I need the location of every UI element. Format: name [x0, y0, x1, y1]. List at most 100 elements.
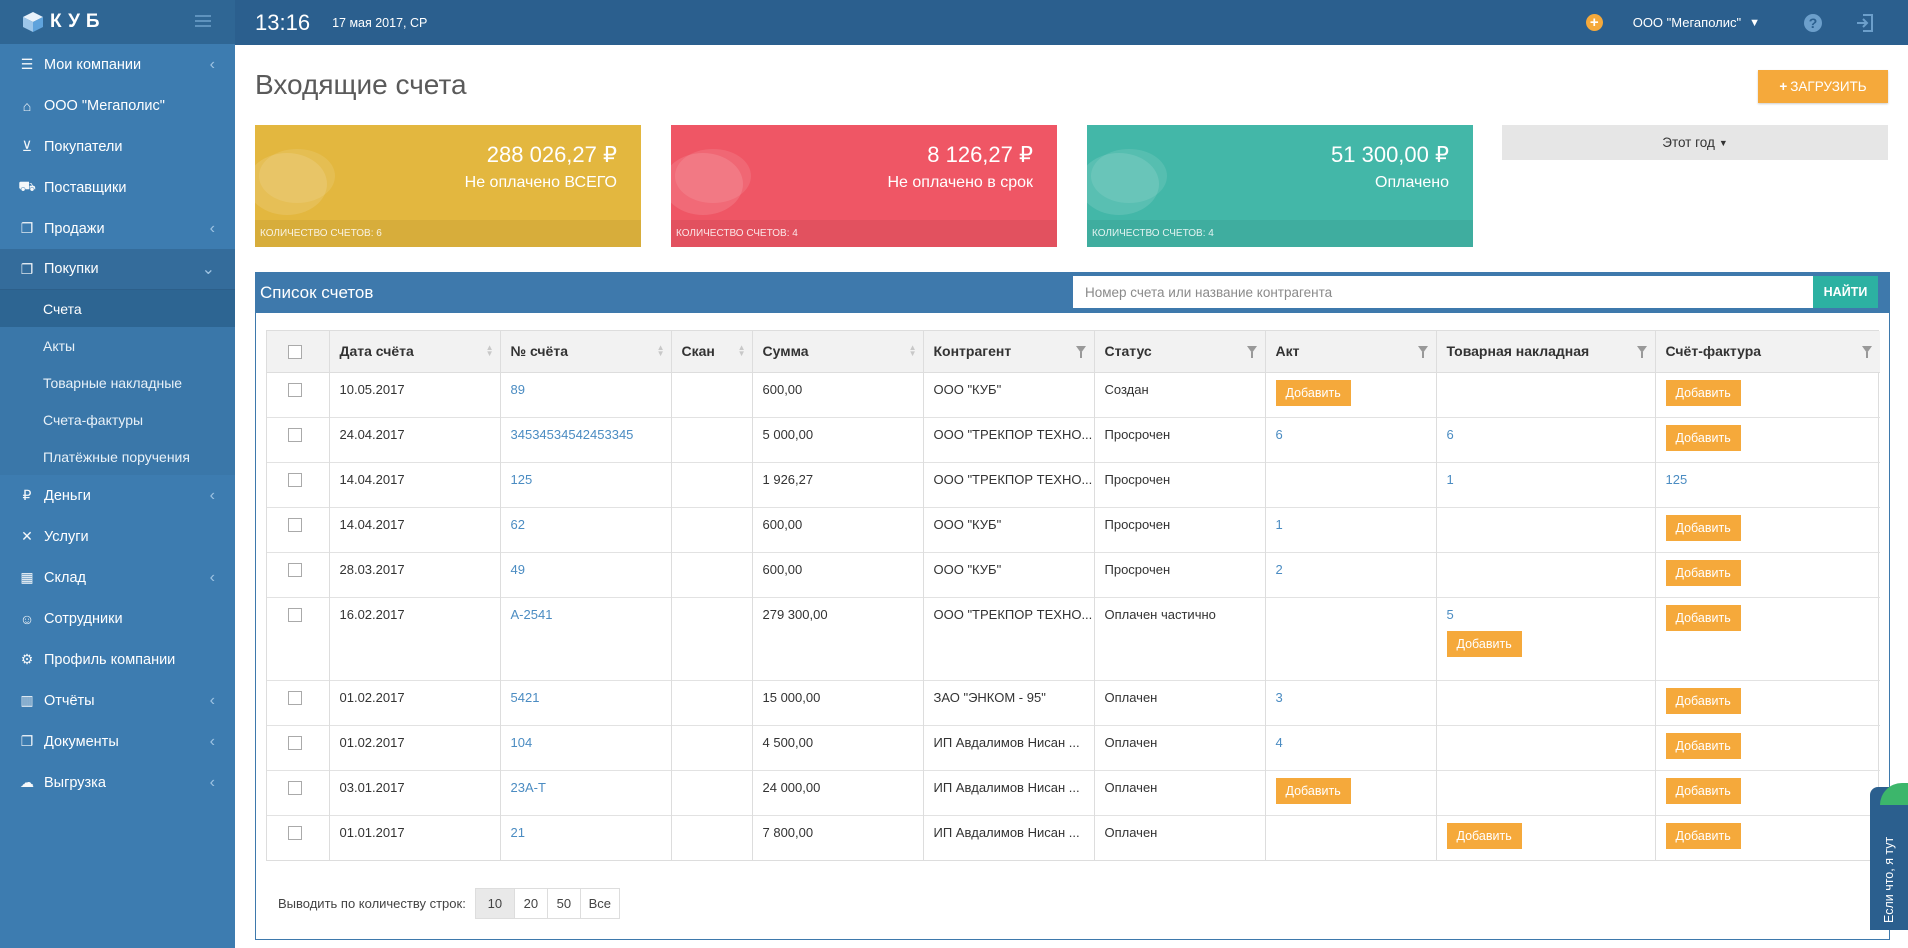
- feedback-tab[interactable]: Если что, я тут: [1870, 783, 1908, 930]
- waybill-link[interactable]: 5: [1446, 606, 1454, 622]
- sidebar-item[interactable]: ⚙ Профиль компании: [0, 639, 235, 680]
- add-button[interactable]: Добавить: [1446, 822, 1522, 849]
- act-link[interactable]: 3: [1275, 689, 1283, 705]
- filter-icon[interactable]: [1075, 346, 1086, 358]
- sidebar-item[interactable]: ☁ Выгрузка ‹: [0, 762, 235, 803]
- company-selector[interactable]: ООО "Мегаполис" ▼: [1633, 15, 1760, 30]
- select-all-checkbox[interactable]: [288, 344, 302, 359]
- sidebar-item[interactable]: ⛟ Поставщики: [0, 167, 235, 208]
- col-counterparty[interactable]: Контрагент: [923, 331, 1095, 373]
- submenu-item[interactable]: Товарные накладные: [43, 374, 183, 391]
- table-row[interactable]: 28.03.2017 49 600,00 ООО "КУБ" Просрочен 2 Доб…: [267, 551, 1880, 597]
- submenu-item[interactable]: Счета: [0, 290, 235, 327]
- filter-icon[interactable]: [1862, 346, 1872, 358]
- table-row[interactable]: 03.01.2017 23А-Т 24 000,00 ИП Авдалимов Нис…: [267, 769, 1880, 815]
- period-dropdown[interactable]: Этот год ▼: [1502, 125, 1888, 160]
- add-button[interactable]: Добавить: [1665, 379, 1741, 406]
- waybill-link[interactable]: 6: [1446, 426, 1454, 442]
- table-row[interactable]: 24.04.2017 34534534542453345 5 000,00 ООО "…: [267, 416, 1880, 462]
- page-size-option[interactable]: 10: [474, 888, 515, 919]
- add-company-icon[interactable]: +: [1585, 14, 1603, 31]
- filter-icon[interactable]: [1636, 346, 1647, 358]
- col-sum[interactable]: Сумма ▲ ▼: [752, 331, 924, 373]
- add-button[interactable]: Добавить: [1446, 630, 1522, 657]
- row-checkbox[interactable]: [288, 607, 302, 622]
- col-status[interactable]: Статус: [1094, 331, 1266, 373]
- menu-toggle-icon[interactable]: [195, 15, 211, 27]
- add-button[interactable]: Добавить: [1665, 514, 1741, 541]
- sidebar-item[interactable]: ❐ Продажи ‹: [0, 208, 235, 249]
- row-checkbox[interactable]: [288, 472, 302, 487]
- col-date[interactable]: Дата счёта ▲ ▼: [329, 331, 501, 373]
- stat-paid[interactable]: 51 300,00 ₽ Оплачено КОЛИЧЕСТВО СЧЕТОВ: …: [1087, 125, 1473, 247]
- page-size-option[interactable]: 50: [546, 888, 581, 919]
- sidebar-item[interactable]: ❐ Покупки ⌄: [0, 249, 235, 290]
- invoice-number-link[interactable]: 5421: [510, 689, 540, 705]
- sidebar-item[interactable]: ☺ Сотрудники: [0, 598, 235, 639]
- invoice-number-link[interactable]: 89: [510, 381, 525, 397]
- sidebar-item[interactable]: ⊻ Покупатели: [0, 126, 235, 167]
- table-row[interactable]: 10.05.2017 89 600,00 ООО "КУБ" Создан Добавит…: [267, 371, 1880, 417]
- table-row[interactable]: 16.02.2017 А-2541 279 300,00 ООО "ТРЕКПОР Т…: [267, 596, 1880, 680]
- submenu-item[interactable]: Счета-фактуры: [43, 411, 144, 428]
- row-checkbox[interactable]: [288, 427, 302, 442]
- table-row[interactable]: 01.01.2017 21 7 800,00 ИП Авдалимов Нисан .…: [267, 814, 1880, 860]
- row-checkbox[interactable]: [288, 382, 302, 397]
- page-size-option[interactable]: 20: [513, 888, 548, 919]
- table-row[interactable]: 14.04.2017 62 600,00 ООО "КУБ" Просрочен 1 Доб…: [267, 506, 1880, 552]
- table-row[interactable]: 01.02.2017 104 4 500,00 ИП Авдалимов Нисан …: [267, 724, 1880, 770]
- add-button[interactable]: Добавить: [1665, 424, 1741, 451]
- col-waybill[interactable]: Товарная накладная: [1436, 331, 1656, 373]
- invoice-number-link[interactable]: 21: [510, 824, 525, 840]
- act-link[interactable]: 6: [1275, 426, 1283, 442]
- sidebar-item[interactable]: ▥ Отчёты ‹: [0, 680, 235, 721]
- submenu-item[interactable]: Платёжные поручения: [43, 448, 190, 465]
- add-button[interactable]: Добавить: [1665, 687, 1741, 714]
- submenu-item[interactable]: Акты: [43, 337, 76, 354]
- col-invoice[interactable]: Счёт-фактура: [1655, 331, 1880, 373]
- add-button[interactable]: Добавить: [1665, 777, 1741, 804]
- sidebar-item[interactable]: ⌂ ООО "Мегаполис": [0, 85, 235, 126]
- add-button[interactable]: Добавить: [1665, 822, 1741, 849]
- act-link[interactable]: 1: [1275, 516, 1283, 532]
- row-checkbox[interactable]: [288, 780, 302, 795]
- invoice-number-link[interactable]: А-2541: [510, 606, 553, 622]
- row-checkbox[interactable]: [288, 690, 302, 705]
- help-icon[interactable]: ?: [1804, 13, 1822, 32]
- table-row[interactable]: 01.02.2017 5421 15 000,00 ЗАО "ЭНКОМ - 95" О…: [267, 679, 1880, 725]
- invoice-number-link[interactable]: 104: [510, 734, 533, 750]
- invoice-link[interactable]: 125: [1665, 471, 1688, 487]
- sidebar-item[interactable]: ▦ Склад ‹: [0, 557, 235, 598]
- add-button[interactable]: Добавить: [1275, 379, 1351, 406]
- sidebar-item[interactable]: ✕ Услуги: [0, 516, 235, 557]
- row-checkbox[interactable]: [288, 825, 302, 840]
- add-button[interactable]: Добавить: [1665, 559, 1741, 586]
- waybill-link[interactable]: 1: [1446, 471, 1454, 487]
- col-act[interactable]: Акт: [1265, 331, 1437, 373]
- table-row[interactable]: 14.04.2017 125 1 926,27 ООО "ТРЕКПОР ТЕХНО.…: [267, 461, 1880, 507]
- invoice-number-link[interactable]: 125: [510, 471, 533, 487]
- act-link[interactable]: 4: [1275, 734, 1283, 750]
- row-checkbox[interactable]: [288, 562, 302, 577]
- add-button[interactable]: Добавить: [1665, 604, 1741, 631]
- search-button[interactable]: НАЙТИ: [1813, 276, 1878, 308]
- add-button[interactable]: Добавить: [1275, 777, 1351, 804]
- upload-button[interactable]: + ЗАГРУЗИТЬ: [1758, 70, 1888, 103]
- filter-icon[interactable]: [1417, 346, 1428, 358]
- invoice-number-link[interactable]: 49: [510, 561, 525, 577]
- invoice-number-link[interactable]: 62: [510, 516, 525, 532]
- invoice-number-link[interactable]: 23А-Т: [510, 779, 546, 795]
- col-number[interactable]: № счёта ▲ ▼: [500, 331, 672, 373]
- sidebar-item[interactable]: ☰ Мои компании ‹: [0, 44, 235, 85]
- sidebar-item[interactable]: ₽ Деньги ‹: [0, 475, 235, 516]
- search-input[interactable]: [1073, 276, 1813, 308]
- logout-icon[interactable]: [1856, 13, 1874, 33]
- page-size-option[interactable]: Все: [579, 888, 620, 919]
- stat-unpaid-overdue[interactable]: 8 126,27 ₽ Не оплачено в срок КОЛИЧЕСТВО…: [671, 125, 1057, 247]
- stat-unpaid-total[interactable]: 288 026,27 ₽ Не оплачено ВСЕГО КОЛИЧЕСТВ…: [255, 125, 641, 247]
- col-scan[interactable]: Скан ▲ ▼: [671, 331, 753, 373]
- invoice-number-link[interactable]: 34534534542453345: [510, 426, 634, 442]
- sidebar-item[interactable]: ❐ Документы ‹: [0, 721, 235, 762]
- act-link[interactable]: 2: [1275, 561, 1283, 577]
- filter-icon[interactable]: [1246, 346, 1257, 358]
